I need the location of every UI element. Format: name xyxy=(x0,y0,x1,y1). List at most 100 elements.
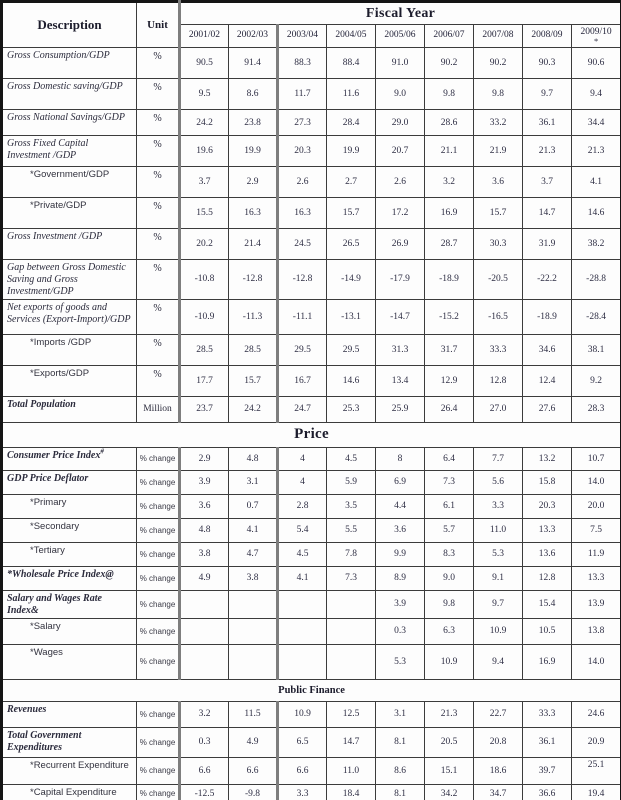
value-cell: 19.9 xyxy=(326,135,376,167)
value-cell: 25.3 xyxy=(326,395,376,423)
value-cell: 90.2 xyxy=(473,47,523,79)
value-cell: 31.7 xyxy=(424,333,474,366)
value-cell: 9.9 xyxy=(375,541,425,567)
table-row: *Wholesale Price Index@% change 4.9 3.8 4.1… xyxy=(1,565,621,591)
value-cell: 34.4 xyxy=(570,109,621,136)
value-cell: 4.1 xyxy=(570,166,621,198)
value-cell: 16.9 xyxy=(522,643,572,680)
value-cell: 90.5 xyxy=(179,47,229,79)
value-cell xyxy=(277,643,327,680)
value-cell: 9.8 xyxy=(424,589,474,619)
value-cell: 9.0 xyxy=(424,565,474,591)
value-cell: 14.0 xyxy=(570,469,621,495)
value-cell: 21.9 xyxy=(473,135,523,167)
year-column-header: 2008/09 xyxy=(522,24,572,48)
value-cell: 6.9 xyxy=(375,469,425,495)
value-cell: -10.9 xyxy=(179,298,229,335)
value-cell: 9.4 xyxy=(570,78,621,110)
value-cell: 15.1 xyxy=(424,756,474,785)
value-cell xyxy=(179,617,229,645)
row-label: Gross Consumption/GDP xyxy=(1,47,137,79)
value-cell xyxy=(326,617,376,645)
value-cell xyxy=(228,589,279,619)
row-unit: % xyxy=(136,228,181,260)
value-cell: 3.3 xyxy=(473,493,523,519)
value-cell: 13.4 xyxy=(375,364,425,397)
value-cell: 5.6 xyxy=(473,469,523,495)
row-unit: % change xyxy=(136,756,181,785)
row-unit: % xyxy=(136,47,181,79)
value-cell: 3.7 xyxy=(179,166,229,198)
value-cell: 26.9 xyxy=(375,228,425,260)
value-cell: 31.9 xyxy=(522,228,572,260)
value-cell: 15.7 xyxy=(228,364,279,397)
value-cell: -18.9 xyxy=(522,298,572,335)
value-cell: 5.4 xyxy=(277,517,327,543)
value-cell: 3.5 xyxy=(326,493,376,519)
value-cell: 4.1 xyxy=(277,565,327,591)
value-cell: -16.5 xyxy=(473,298,523,335)
table-row: *Tertiary% change 3.8 4.7 4.5 7.8 9.9 8.3 5.3 13… xyxy=(1,541,621,567)
value-cell: 13.2 xyxy=(522,446,572,471)
value-cell: 20.9 xyxy=(570,726,621,758)
value-cell: 6.4 xyxy=(424,446,474,471)
row-label: Gap between Gross Domestic Saving and Gr… xyxy=(1,259,137,300)
row-label: *Salary xyxy=(1,617,137,645)
value-cell: 21.3 xyxy=(522,135,572,167)
row-unit: % change xyxy=(136,700,181,728)
value-cell: 25.1 xyxy=(570,756,621,785)
value-cell: 10.9 xyxy=(277,700,327,728)
value-cell: 27.0 xyxy=(473,395,523,423)
value-cell: 16.3 xyxy=(277,197,327,229)
value-cell: 90.2 xyxy=(424,47,474,79)
table-row: *Imports /GDP% 28.5 28.5 29.5 29.5 31.3 31.7 33… xyxy=(1,333,621,366)
value-cell: 24.2 xyxy=(179,109,229,136)
value-cell: 9.5 xyxy=(179,78,229,110)
value-cell: 5.3 xyxy=(375,643,425,680)
year-column-header: 2009/10 * xyxy=(570,24,621,48)
row-unit: % xyxy=(136,78,181,110)
value-cell: 14.7 xyxy=(326,726,376,758)
year-column-header: 2003/04 xyxy=(277,24,327,48)
table-row: Gross Investment /GDP% 20.2 21.4 24.5 26.5 26… xyxy=(1,228,621,260)
year-column-header: 2004/05 xyxy=(326,24,376,48)
table-row: Gap between Gross Domestic Saving and Gr… xyxy=(1,259,621,300)
value-cell: 20.7 xyxy=(375,135,425,167)
value-cell: 10.7 xyxy=(570,446,621,471)
value-cell: 11.5 xyxy=(228,700,279,728)
value-cell: 10.9 xyxy=(424,643,474,680)
value-cell: 4.8 xyxy=(228,446,279,471)
row-label: *Secondary xyxy=(1,517,137,543)
header-row-fiscal-year: Description Unit Fiscal Year xyxy=(1,1,621,48)
section-header: Public Finance xyxy=(0,678,621,702)
row-unit: % xyxy=(136,298,181,335)
value-cell: 9.1 xyxy=(473,565,523,591)
value-cell: 12.8 xyxy=(522,565,572,591)
value-cell: 24.5 xyxy=(277,228,327,260)
value-cell xyxy=(277,589,327,619)
section-band-row: Public Finance xyxy=(0,678,621,702)
value-cell: 28.6 xyxy=(424,109,474,136)
row-label: Gross National Savings/GDP xyxy=(1,109,137,136)
value-cell: 34.2 xyxy=(424,783,474,800)
value-cell: 19.4 xyxy=(570,783,621,800)
value-cell: 13.9 xyxy=(570,589,621,619)
value-cell: 4.5 xyxy=(277,541,327,567)
value-cell: 14.6 xyxy=(326,364,376,397)
value-cell: 3.6 xyxy=(179,493,229,519)
row-label: *Wages xyxy=(1,643,137,680)
value-cell: 0.3 xyxy=(179,726,229,758)
value-cell: -14.9 xyxy=(326,259,376,300)
table-row: Consumer Price Index#% change 2.9 4.8 4 4.5 8… xyxy=(1,446,621,471)
value-cell: 18.6 xyxy=(473,756,523,785)
value-cell: 3.1 xyxy=(375,700,425,728)
value-cell: 12.5 xyxy=(326,700,376,728)
footnote-marker: # xyxy=(100,447,104,456)
value-cell: 20.8 xyxy=(473,726,523,758)
value-cell: 15.5 xyxy=(179,197,229,229)
value-cell: 9.7 xyxy=(522,78,572,110)
value-cell: 3.8 xyxy=(228,565,279,591)
row-unit: % change xyxy=(136,726,181,758)
value-cell: 6.6 xyxy=(179,756,229,785)
row-unit: % xyxy=(136,109,181,136)
